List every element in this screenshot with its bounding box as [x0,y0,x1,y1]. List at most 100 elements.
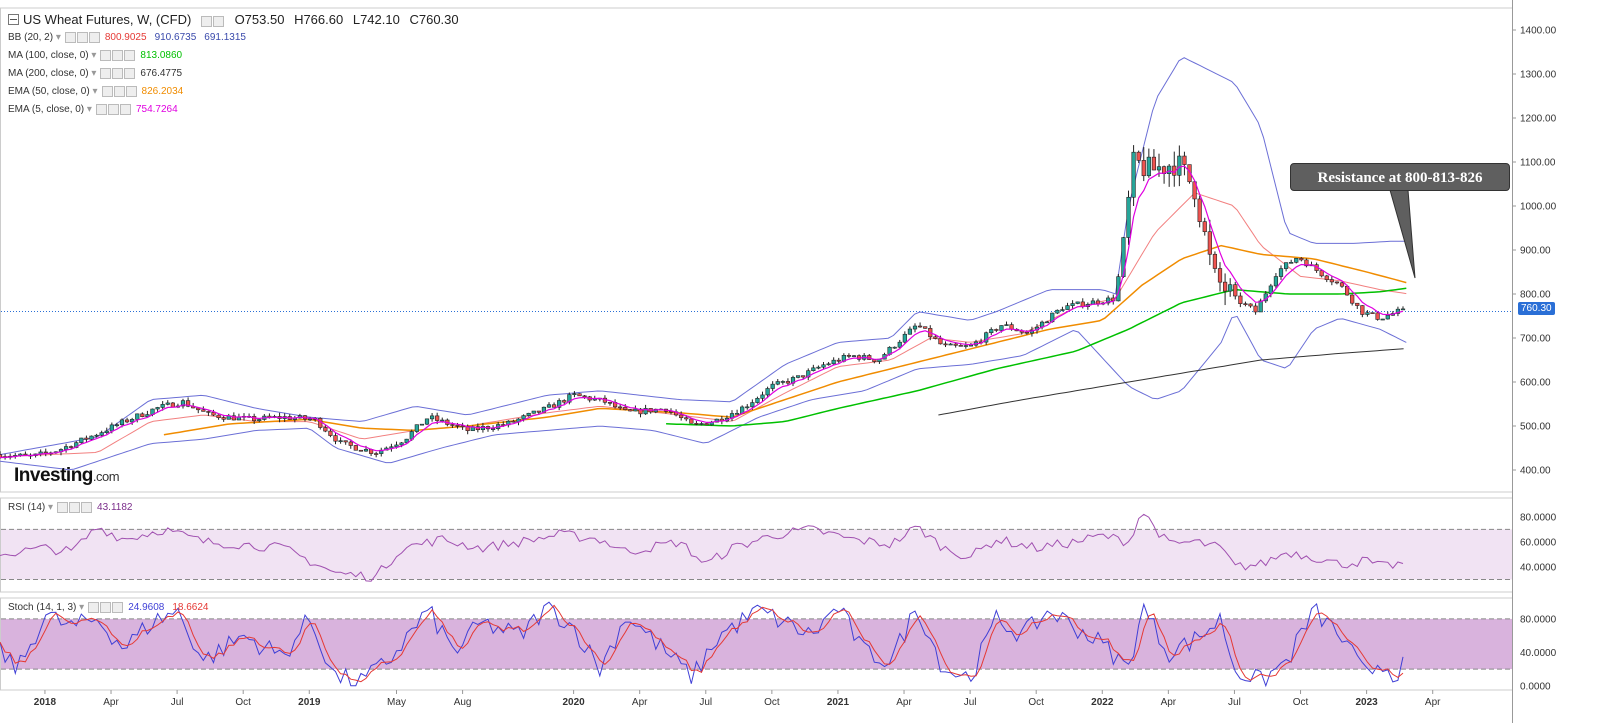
legend-row-3-buttons[interactable] [101,86,138,97]
candle-body [760,394,765,399]
candle-body [99,432,104,436]
candle-body [201,409,206,412]
candle-body [1233,284,1238,297]
bb-mid-line [0,192,1407,458]
candle-body [1299,258,1304,261]
stoch-legend-value: 24.9608 [128,602,165,614]
candle-body [577,393,582,397]
candle-body [257,419,262,422]
candle-body [211,412,216,416]
time-axis-label: 2023 [1355,697,1378,708]
candle-body [1187,164,1192,183]
candle-body [633,408,638,412]
dropdown-caret-icon[interactable]: ▾ [92,86,98,98]
time-axis-label: Jul [171,697,184,708]
candle-body [902,333,907,343]
dropdown-caret-icon[interactable]: ▾ [48,502,54,514]
price-axis-label: 1000.00 [1520,202,1557,213]
time-axis-label: Jul [699,697,712,708]
candle-body [1131,151,1136,198]
time-axis-label: Oct [764,697,780,708]
candle-body [43,451,48,454]
candle-body [628,409,633,412]
legend-row-1-label: MA (100, close, 0) [8,50,92,62]
title-settings-buttons[interactable] [200,15,225,27]
candle-body [816,366,821,369]
legend-row-1-buttons[interactable] [100,50,136,61]
candle-body [221,417,226,420]
candle-body [948,343,953,346]
candle-body [399,442,404,446]
candle-body [1253,305,1258,313]
candle-body [1329,279,1334,283]
candle-body [826,363,831,366]
candle-body [943,343,948,346]
candle-body [567,394,572,403]
legend-row-2-buttons[interactable] [100,68,136,79]
candle-body [1385,315,1390,320]
candle-body [1141,160,1146,177]
time-axis-label: 2019 [298,697,321,708]
candle-body [1004,324,1009,326]
candle-body [1228,284,1233,292]
candle-body [109,424,114,432]
candle-body [1126,196,1131,238]
dropdown-caret-icon[interactable]: ▾ [55,32,61,44]
candle-body [679,414,684,419]
chart-title: US Wheat Futures, W, (CFD) [23,12,192,27]
candle-body [1380,318,1385,321]
candle-body [1070,303,1075,306]
ma100-line [666,287,1407,427]
candle-body [1009,324,1014,330]
candle-body [1075,301,1080,304]
candle-body [1207,231,1212,255]
candle-body [343,440,348,443]
candle-body [1060,309,1065,311]
candle-body [170,402,175,408]
dropdown-caret-icon[interactable]: ▾ [91,68,97,80]
dropdown-caret-icon[interactable]: ▾ [86,104,92,116]
candle-body [734,413,740,415]
candle-body [435,415,440,421]
candle-body [989,329,994,334]
open-value: O753.50 [234,12,285,27]
candle-body [318,418,323,428]
candle-body [450,424,455,426]
candle-body [699,423,704,425]
legend-row-1: MA (100, close, 0) ▾ 813.0860 [8,50,190,61]
candle-body [958,345,963,347]
candle-body [582,395,587,398]
bb-upper-line [0,57,1407,456]
candle-body [1055,309,1060,314]
candle-body [1197,198,1202,222]
legend-row-4-buttons[interactable] [95,104,132,115]
rsi-axis-label: 60.0000 [1520,537,1557,548]
candle-body [79,437,84,443]
price-axis-label: 1400.00 [1520,26,1557,37]
candle-body [536,410,541,413]
dropdown-caret-icon[interactable]: ▾ [79,602,85,614]
rsi-legend-buttons[interactable] [57,502,93,513]
investing-logo: Investing.com [14,465,120,486]
last-price-tag: 760.30 [1518,302,1555,315]
rsi-axis-label: 80.0000 [1520,512,1557,523]
dropdown-caret-icon[interactable]: ▾ [91,50,97,62]
candle-body [836,359,841,362]
time-axis-label: 2018 [34,697,57,708]
legend-row-0-buttons[interactable] [64,32,101,43]
candle-body [338,440,343,442]
candle-body [119,419,125,426]
stoch-band [1,618,1512,670]
candle-body [968,344,974,347]
candle-body [440,419,445,422]
candle-body [780,381,785,383]
candle-body [1283,262,1289,269]
candle-body [363,449,369,452]
price-axis-label: 400.00 [1520,466,1551,477]
candle-body [1222,281,1228,292]
candle-body [1045,321,1050,324]
candle-body [348,441,353,446]
collapse-icon[interactable] [8,14,19,25]
stoch-legend-buttons[interactable] [88,602,124,613]
candle-body [1106,297,1111,304]
